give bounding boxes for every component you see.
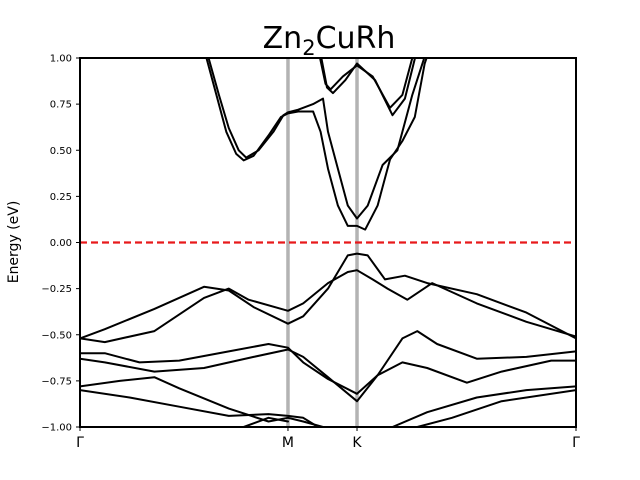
kpoint-label: K [352, 435, 362, 451]
band-lines [80, 58, 576, 427]
kpoint-label: Γ [572, 435, 580, 451]
y-tick-label: −1.00 [41, 423, 72, 434]
kpoint-label: M [282, 435, 294, 451]
band-line-5 [80, 252, 576, 340]
y-tick-label: −0.50 [41, 330, 72, 341]
y-tick-label: 1.00 [50, 54, 72, 65]
y-axis-label: Energy (eV) [6, 201, 22, 284]
band-line-4 [320, 58, 417, 117]
band-line-2 [205, 58, 428, 231]
y-tick-label: −0.25 [41, 284, 72, 295]
chart-title: Zn2CuRh [263, 21, 396, 60]
band-line-8 [80, 330, 576, 403]
band-line-9 [80, 376, 324, 427]
band-line-13 [416, 389, 576, 427]
band-line-6 [80, 269, 576, 344]
kpoint-label: Γ [76, 435, 84, 451]
band-line-11 [242, 416, 289, 427]
y-axis-ticks: −1.00 −0.75 −0.50 −0.25 0.00 0.25 0.50 0.75 1.00 [41, 54, 80, 434]
y-tick-label: 0.50 [50, 146, 72, 157]
band-line-1 [207, 58, 426, 220]
y-tick-label: 0.25 [50, 192, 72, 203]
y-tick-label: −0.75 [41, 376, 72, 387]
y-tick-label: 0.75 [50, 100, 72, 111]
band-line-7 [80, 343, 576, 395]
band-line-12 [391, 385, 576, 427]
band-line-10 [80, 389, 320, 427]
y-tick-label: 0.00 [50, 238, 72, 249]
